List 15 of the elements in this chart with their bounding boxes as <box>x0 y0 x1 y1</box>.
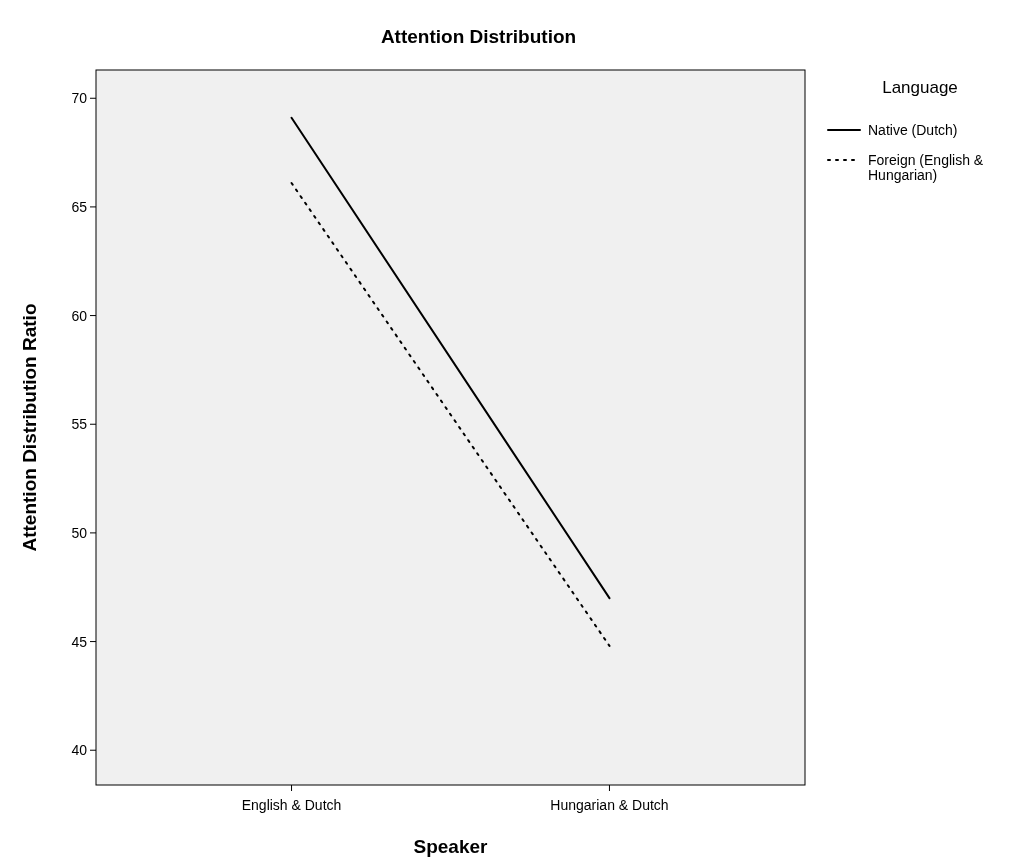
legend-title: Language <box>882 78 958 97</box>
y-tick-label: 60 <box>71 307 88 324</box>
x-tick-label: English & Dutch <box>241 797 342 813</box>
y-axis-title: Attention Distribution Ratio <box>19 303 40 552</box>
y-tick-label: 45 <box>71 633 88 650</box>
chart-title: Attention Distribution <box>380 26 577 47</box>
y-tick-label: 50 <box>71 524 88 541</box>
y-tick-label: 65 <box>71 198 88 215</box>
x-tick-label: Hungarian & Dutch <box>550 797 669 813</box>
y-tick-label: 55 <box>71 416 88 433</box>
legend-label: Native (Dutch) <box>868 122 958 138</box>
legend-label: Foreign (English & Hungarian) <box>868 152 984 183</box>
x-axis-title: Speaker <box>413 836 489 857</box>
y-tick-label: 70 <box>71 90 88 107</box>
y-tick-label: 40 <box>71 742 88 759</box>
